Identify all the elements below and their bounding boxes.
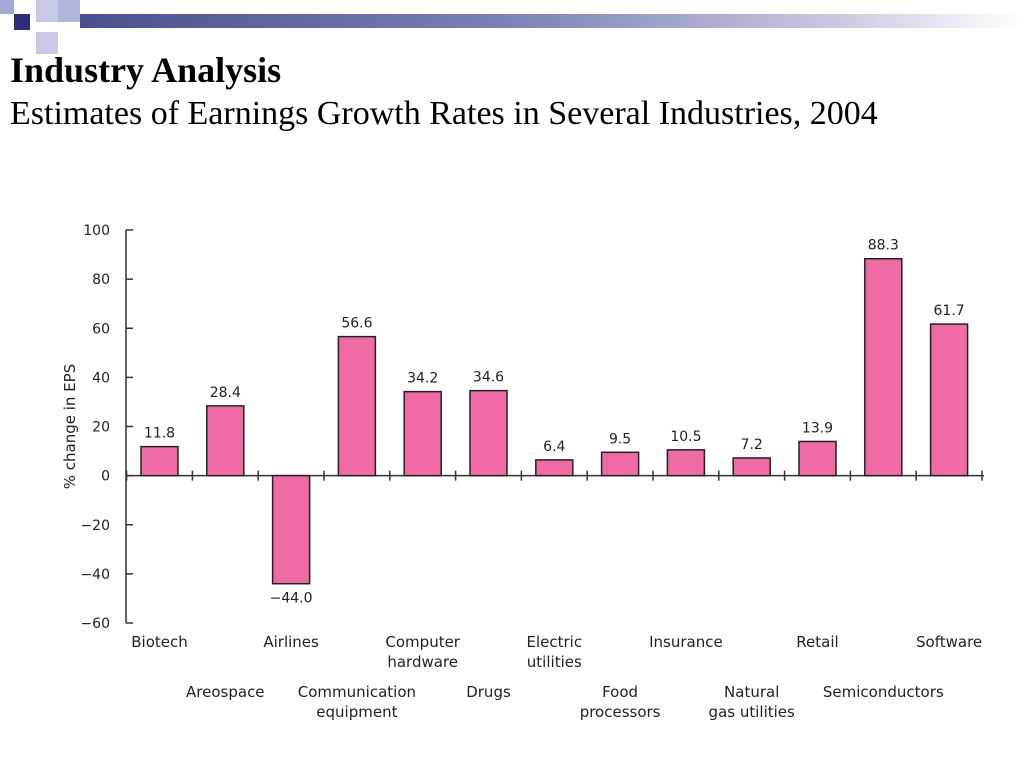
x-category-label: Insurance xyxy=(649,633,723,651)
x-category-label: Natural gas utilities xyxy=(709,683,795,721)
x-category-label: Food processors xyxy=(580,683,661,721)
x-category-label: Retail xyxy=(796,633,838,651)
data-label: 34.6 xyxy=(473,370,504,386)
deco-square-light-3 xyxy=(58,0,80,22)
x-category-label: Computer hardware xyxy=(385,633,460,671)
deco-square-dark-1 xyxy=(14,14,30,30)
data-label: 9.5 xyxy=(609,431,631,447)
x-category-label: Electric utilities xyxy=(527,633,583,671)
bar xyxy=(600,451,640,477)
data-label: 56.6 xyxy=(341,316,372,332)
data-label: 6.4 xyxy=(543,439,565,455)
x-category-label: Airlines xyxy=(263,633,319,651)
y-tick-label: −60 xyxy=(80,616,110,632)
deco-square-light-1 xyxy=(0,0,14,14)
x-category-label: Communication equipment xyxy=(298,683,416,721)
data-label: 13.9 xyxy=(802,420,833,436)
header-gradient-bar xyxy=(80,14,1024,28)
bar xyxy=(140,445,179,477)
data-label: 11.8 xyxy=(144,426,175,442)
title-block: Industry Analysis Estimates of Earnings … xyxy=(10,50,1000,138)
bar-chart: 100 80 60 40 20 0 −20 −40 −60 % change in EPS 11.8… xyxy=(61,223,984,721)
x-category-label: Drugs xyxy=(466,683,511,701)
slide-subtitle: Estimates of Earnings Growth Rates in Se… xyxy=(10,95,878,132)
deco-square-light-4 xyxy=(36,32,58,54)
bar xyxy=(403,390,442,477)
x-category-label: Semiconductors xyxy=(823,683,944,701)
data-label: 34.2 xyxy=(407,371,438,387)
bar xyxy=(271,474,311,585)
y-tick-label: 40 xyxy=(92,370,110,386)
y-tick-label: 80 xyxy=(92,272,110,288)
bar xyxy=(732,457,771,477)
y-tick-label: 0 xyxy=(101,469,110,485)
y-tick-label: 20 xyxy=(92,420,110,436)
bar xyxy=(206,405,245,477)
bar xyxy=(337,335,377,477)
x-category-label: Software xyxy=(916,633,982,651)
data-label: 7.2 xyxy=(741,437,763,453)
bar xyxy=(535,459,574,477)
data-label: 61.7 xyxy=(934,303,965,319)
data-label: 10.5 xyxy=(670,429,701,445)
y-axis-title: % change in EPS xyxy=(61,364,79,489)
deco-square-light-2 xyxy=(36,0,58,22)
data-label: 28.4 xyxy=(210,385,241,401)
slide-title: Industry Analysis xyxy=(10,50,282,90)
bar xyxy=(929,323,969,477)
bar xyxy=(798,440,837,477)
bar xyxy=(666,449,706,477)
data-label: −44.0 xyxy=(270,591,313,607)
y-tick-label: 60 xyxy=(92,321,110,337)
y-tick-label: −20 xyxy=(80,518,110,534)
bar xyxy=(469,389,508,477)
x-category-label: Biotech xyxy=(131,633,188,651)
decorative-squares xyxy=(0,0,80,54)
data-label: 88.3 xyxy=(868,238,899,254)
x-category-label: Areospace xyxy=(186,683,265,701)
bar xyxy=(864,257,903,477)
y-tick-label: −40 xyxy=(80,567,110,583)
y-tick-label: 100 xyxy=(83,223,110,239)
